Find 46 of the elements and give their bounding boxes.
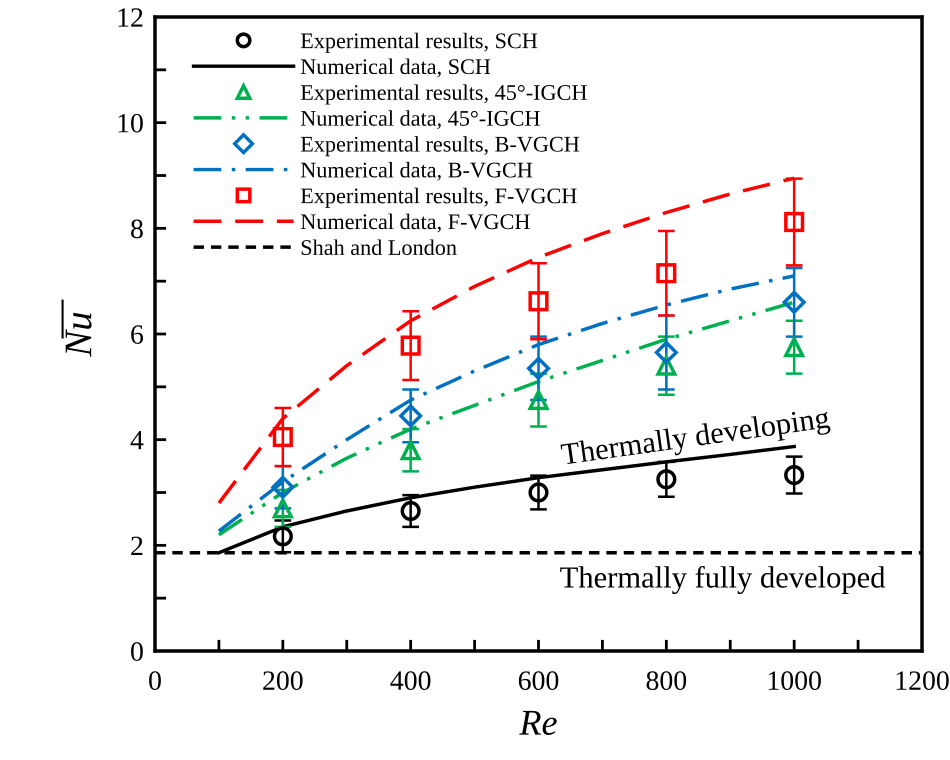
- legend-label: Numerical data, SCH: [300, 58, 490, 78]
- point: [399, 404, 422, 428]
- point: [271, 476, 294, 499]
- legend-label: Numerical data, B-VGCH: [300, 162, 532, 181]
- point: [272, 426, 293, 448]
- point: [400, 440, 421, 460]
- legend-label: Numerical data, 45°-IGCH: [300, 110, 540, 130]
- x-tick-label: 200: [263, 671, 303, 690]
- y-tick-label: 8: [131, 220, 143, 238]
- annotation: Thermally developing: [560, 406, 832, 472]
- y-tick-label: 4: [130, 431, 144, 450]
- point: [528, 291, 549, 312]
- x-tick-label: 400: [390, 671, 430, 690]
- point: [526, 356, 550, 380]
- y-tick-label: 12: [118, 8, 142, 27]
- y-tick-label: 6: [131, 325, 144, 344]
- point: [654, 340, 678, 364]
- x-tick-label: 0: [149, 671, 161, 690]
- point: [656, 263, 676, 284]
- point: [784, 212, 804, 232]
- x-tick-label: 600: [518, 671, 558, 690]
- point: [656, 469, 676, 490]
- legend-label: Experimental results, SCH: [300, 32, 538, 53]
- legend-label: Experimental results, B-VGCH: [300, 136, 580, 156]
- point: [400, 500, 421, 522]
- point: [528, 390, 549, 410]
- y-axis-title: N̅u̅: [62, 299, 92, 357]
- point: [272, 498, 293, 518]
- point: [784, 464, 804, 486]
- x-tick-label: 1000: [768, 671, 821, 690]
- x-axis-title: Re: [519, 710, 557, 735]
- point: [782, 290, 806, 314]
- legend-label: Shah and London: [302, 239, 457, 256]
- y-tick-label: 0: [131, 642, 143, 661]
- point: [528, 482, 549, 503]
- annotation: Thermally fully developed: [560, 566, 886, 594]
- y-tick-label: 10: [118, 114, 143, 133]
- point: [784, 337, 804, 358]
- point: [400, 336, 421, 356]
- y-tick-label: 2: [131, 536, 142, 555]
- x-tick-label: 1200: [896, 671, 949, 690]
- x-tick-label: 800: [646, 671, 686, 690]
- legend-label: Numerical data, F-VGCH: [300, 214, 530, 232]
- point: [272, 526, 293, 546]
- legend-label: Experimental results, F-VGCH: [300, 188, 577, 208]
- legend-label: Experimental results, 45°-IGCH: [300, 84, 587, 105]
